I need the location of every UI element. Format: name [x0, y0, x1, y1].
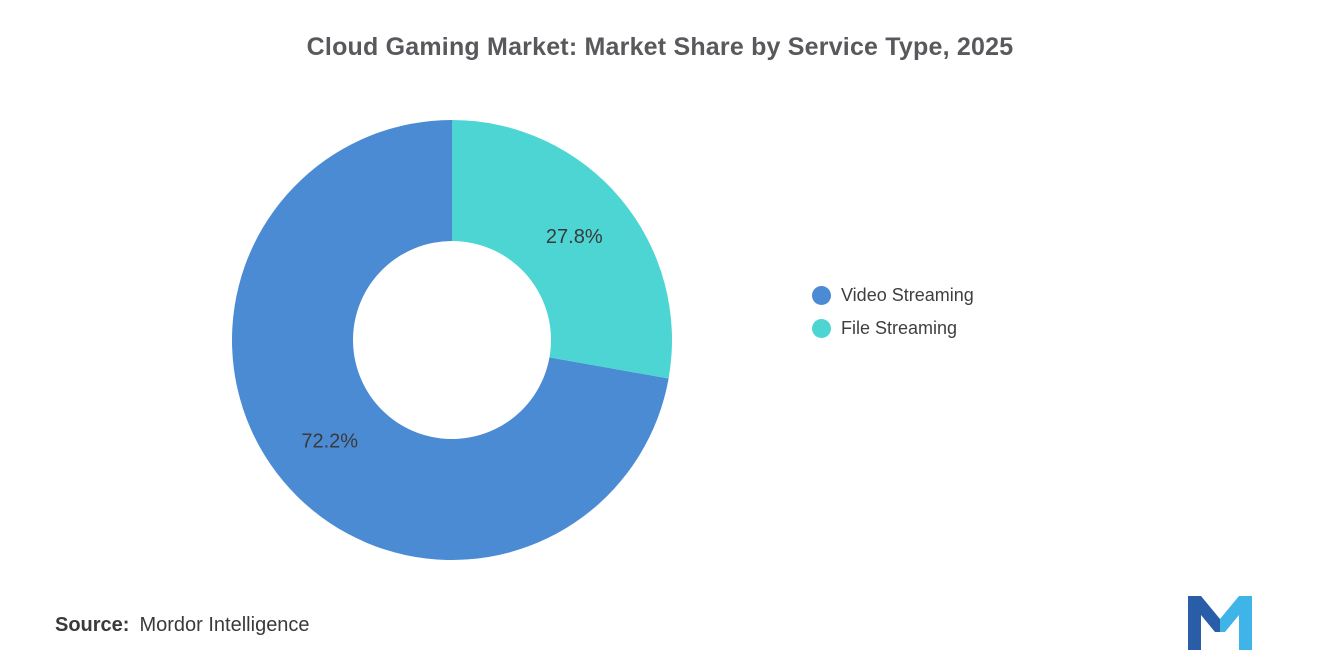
pie-slice-video-streaming — [231, 120, 669, 560]
slice-value-label-file-streaming: 27.8% — [546, 226, 603, 248]
chart-legend: Video Streaming File Streaming — [812, 285, 974, 339]
mordor-intelligence-logo — [1188, 596, 1252, 650]
donut-chart-area: 72.2% 27.8% — [0, 80, 1320, 580]
source-label: Source: — [55, 614, 130, 636]
slice-value-label-video-streaming: 72.2% — [301, 431, 358, 453]
source-line: Source: Mordor Intelligence — [55, 614, 310, 637]
logo-right-shape — [1220, 596, 1252, 650]
pie-slice-file-streaming — [452, 120, 672, 379]
legend-label: Video Streaming — [841, 285, 974, 305]
source-text: Mordor Intelligence — [139, 614, 310, 636]
legend-item-file-streaming: File Streaming — [812, 318, 974, 339]
legend-swatch-file-streaming — [812, 319, 831, 338]
page-title: Cloud Gaming Market: Market Share by Ser… — [306, 33, 1014, 61]
legend-label: File Streaming — [841, 318, 958, 338]
legend-item-video-streaming: Video Streaming — [812, 285, 974, 306]
donut-chart: 72.2% 27.8% — [231, 120, 672, 560]
legend-swatch-video-streaming — [812, 286, 831, 305]
logo-left-shape — [1188, 596, 1220, 650]
